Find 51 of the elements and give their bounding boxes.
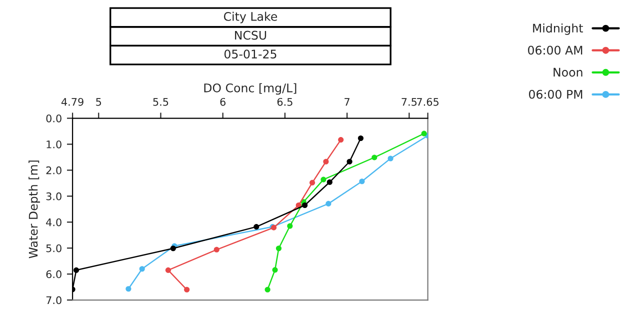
- point: [254, 224, 260, 230]
- y-tick-label: 0.0: [46, 114, 62, 122]
- point: [170, 246, 176, 252]
- point: [310, 180, 316, 186]
- y-tick-label: 5.0: [46, 244, 62, 252]
- x-tick-label: 6.5: [277, 98, 292, 106]
- point: [388, 156, 394, 162]
- point: [296, 202, 302, 208]
- legend-label: 06:00 AM: [528, 46, 582, 55]
- text: 05-01-25: [224, 50, 276, 59]
- y-tick-label: 6.0: [46, 270, 62, 278]
- x-tick-label: 7.5: [402, 98, 417, 106]
- point: [346, 158, 352, 164]
- x-tick-label: 7.65: [417, 98, 438, 106]
- x-axis-title: DO Conc [mg/L]: [204, 83, 296, 95]
- x-tick-label: 5: [96, 98, 102, 106]
- chart-title: City Lake: [224, 12, 278, 24]
- point: [276, 246, 282, 252]
- point: [372, 154, 378, 160]
- point: [287, 223, 293, 229]
- y-tick-label: 1.0: [46, 140, 62, 148]
- y-tick-label: 4.0: [46, 218, 62, 226]
- legend-label: Noon: [554, 68, 582, 77]
- x-tick-label: 6: [220, 98, 226, 106]
- chart-subtitle: NCSU: [235, 30, 266, 40]
- point: [126, 286, 132, 292]
- y-tick-label: 3.0: [46, 192, 62, 200]
- point: [184, 286, 190, 292]
- point: [326, 200, 332, 206]
- x-tick-label: 5.5: [153, 98, 168, 106]
- point: [320, 176, 326, 182]
- y-tick-label: 7.0: [46, 296, 62, 304]
- y-axis-title: Water Depth [m]: [28, 160, 40, 258]
- x-tick-label: 7: [344, 98, 350, 106]
- point: [264, 286, 270, 292]
- point: [358, 135, 364, 142]
- point: [421, 130, 427, 136]
- point: [323, 158, 329, 164]
- point: [326, 179, 332, 185]
- point: [272, 267, 278, 273]
- point: [73, 267, 80, 273]
- point: [165, 267, 171, 273]
- point: [139, 266, 145, 272]
- legend-label: 06:00 PM: [528, 90, 582, 99]
- point: [359, 178, 365, 184]
- x-tick-label: 4.79: [61, 98, 84, 106]
- legend-label: Midnight: [533, 23, 583, 35]
- point: [214, 246, 220, 252]
- point: [302, 202, 308, 208]
- point: [338, 137, 344, 143]
- y-tick-label: 2.0: [46, 166, 62, 174]
